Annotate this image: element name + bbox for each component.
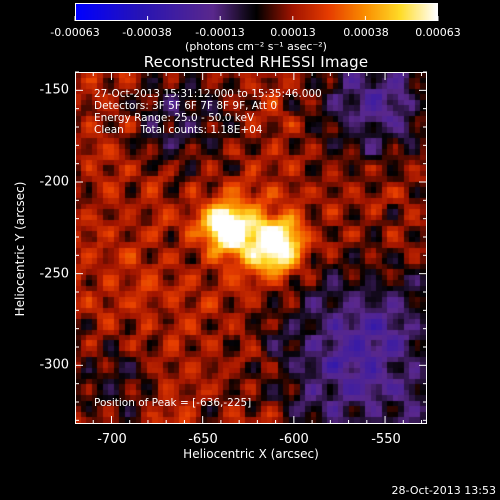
colorbar-tick: -0.00013 [195, 26, 245, 39]
colorbar-tick: -0.00063 [50, 26, 100, 39]
colorbar-tick: 0.00013 [270, 26, 316, 39]
datestamp: 28-Oct-2013 13:53 [391, 484, 496, 497]
info-energy-range: Energy Range: 25.0 - 50.0 keV [94, 112, 255, 124]
y-tick-label: -300 [39, 357, 69, 373]
info-detectors: Detectors: 3F 5F 6F 7F 8F 9F, Att 0 [94, 100, 278, 112]
x-tick-label: -600 [279, 432, 309, 447]
colorbar [75, 3, 438, 21]
colorbar-tick: 0.00063 [415, 26, 461, 39]
x-tick-label: -550 [371, 432, 401, 447]
x-tick-label: -650 [188, 432, 218, 447]
info-time-range: 27-Oct-2013 15:31:12.000 to 15:35:46.000 [94, 88, 322, 100]
colorbar-tick: 0.00038 [343, 26, 389, 39]
heatmap-image [76, 73, 426, 423]
y-tick-label: -200 [39, 174, 69, 190]
y-axis-label: Heliocentric Y (arcsec) [13, 181, 27, 317]
peak-position-label: Position of Peak = [-636,-225] [94, 397, 252, 409]
plot-frame [75, 72, 427, 424]
colorbar-unit-label: (photons cm⁻² s⁻¹ asec⁻²) [185, 40, 327, 53]
x-tick-label: -700 [97, 432, 127, 447]
y-tick-label: -150 [39, 82, 69, 98]
y-tick-label: -250 [39, 266, 69, 282]
chart-title: Reconstructed RHESSI Image [143, 53, 369, 71]
x-axis-label: Heliocentric X (arcsec) [183, 447, 319, 461]
colorbar-tick: -0.00038 [122, 26, 172, 39]
info-clean-counts: Clean Total counts: 1.18E+04 [94, 124, 263, 136]
